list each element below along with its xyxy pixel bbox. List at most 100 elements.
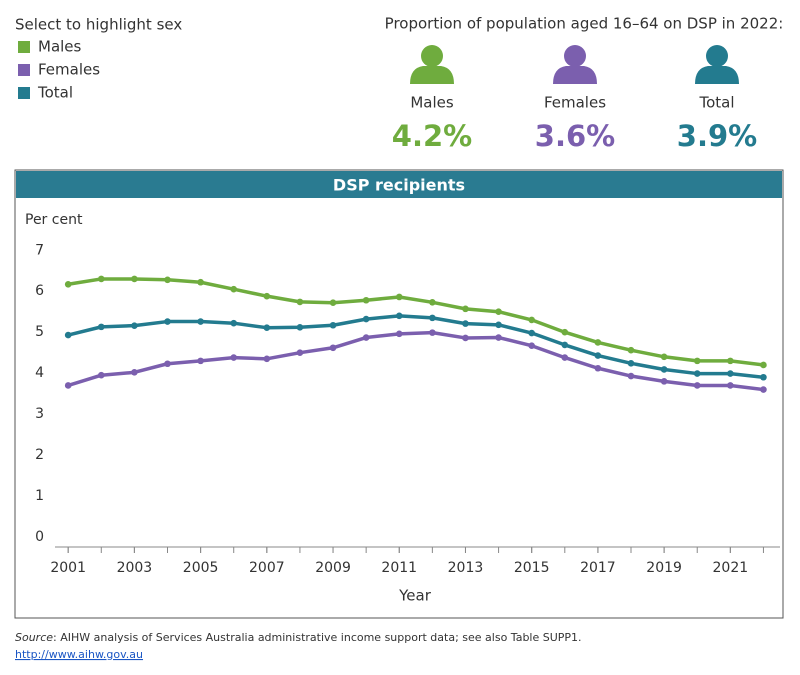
data-point: [97, 323, 105, 331]
data-point: [727, 370, 734, 377]
data-point: [230, 354, 238, 361]
data-point: [230, 285, 238, 293]
data-point: [164, 276, 171, 284]
series-line: [67, 277, 764, 367]
data-point: [197, 357, 204, 365]
x-tick-label: 2021: [713, 560, 749, 576]
person-icon-body: [695, 66, 739, 84]
data-point: [362, 296, 370, 304]
data-point: [594, 339, 602, 346]
data-point: [164, 360, 171, 368]
legend-label[interactable]: Total: [37, 84, 73, 102]
data-point: [693, 357, 701, 365]
data-point: [660, 366, 668, 373]
data-point: [627, 360, 635, 367]
series-line: [67, 314, 764, 379]
summary-title: Proportion of population aged 16–64 on D…: [385, 15, 784, 33]
y-tick-label: 0: [35, 529, 44, 545]
data-point: [462, 305, 469, 313]
chart-title: DSP recipients: [333, 176, 465, 195]
legend-swatch[interactable]: [18, 64, 30, 76]
y-tick-label: 4: [35, 365, 44, 381]
person-icon-body: [410, 66, 454, 84]
data-point: [495, 308, 502, 316]
data-point: [528, 316, 535, 324]
y-tick-label: 5: [35, 324, 44, 340]
kpi-value: 3.9%: [677, 119, 757, 153]
legend-item[interactable]: Males: [18, 38, 82, 56]
data-point: [594, 364, 602, 372]
data-point: [263, 355, 271, 363]
data-point: [296, 298, 304, 306]
person-icon-body: [553, 66, 597, 84]
data-point: [329, 321, 337, 329]
person-icon-head: [706, 45, 728, 67]
data-point: [296, 349, 304, 356]
data-point: [263, 292, 271, 300]
data-point: [429, 314, 436, 322]
legend-item[interactable]: Females: [18, 61, 100, 79]
kpi-value: 3.6%: [535, 119, 615, 153]
x-tick-label: 2007: [249, 560, 285, 576]
data-point: [395, 330, 403, 338]
data-point: [561, 354, 569, 361]
x-tick-label: 2001: [50, 560, 86, 576]
panel-title: Select to highlight sex: [15, 16, 182, 34]
data-point: [495, 334, 502, 341]
data-point: [429, 299, 436, 306]
data-point: [660, 378, 668, 385]
legend-swatch[interactable]: [18, 41, 30, 53]
data-point: [329, 299, 337, 307]
data-point: [329, 344, 337, 352]
x-tick-label: 2003: [117, 560, 153, 576]
data-point: [528, 329, 535, 337]
legend-item[interactable]: Total: [18, 84, 73, 102]
x-tick-label: 2017: [580, 560, 616, 576]
data-point: [395, 293, 403, 301]
data-point: [693, 370, 701, 377]
x-tick-label: 2011: [381, 560, 417, 576]
legend-swatch[interactable]: [18, 87, 30, 99]
data-point: [197, 278, 204, 286]
legend-label[interactable]: Females: [38, 61, 100, 79]
chart-header: [16, 171, 782, 198]
data-point: [97, 275, 105, 283]
data-point: [727, 357, 734, 365]
data-point: [495, 321, 502, 329]
person-icon-head: [421, 45, 443, 67]
source-link[interactable]: http://www.aihw.gov.au: [15, 648, 143, 661]
data-point: [164, 318, 171, 325]
data-point: [362, 334, 370, 341]
data-point: [760, 373, 767, 381]
data-point: [64, 382, 72, 389]
source-label: Source: [15, 631, 53, 644]
data-point: [528, 342, 535, 350]
x-tick-label: 2005: [183, 560, 219, 576]
data-point: [760, 386, 767, 393]
legend-label[interactable]: Males: [38, 38, 82, 56]
data-point: [627, 346, 635, 354]
source-url[interactable]: http://www.aihw.gov.au: [15, 648, 143, 661]
data-point: [395, 312, 403, 320]
data-point: [760, 361, 767, 369]
y-tick-label: 6: [35, 283, 44, 299]
x-tick-label: 2019: [646, 560, 682, 576]
data-point: [429, 329, 436, 336]
y-tick-label: 7: [35, 242, 44, 258]
data-point: [594, 352, 602, 359]
y-tick-label: 3: [35, 406, 44, 422]
data-point: [727, 382, 734, 389]
data-point: [263, 324, 271, 332]
series-line: [67, 330, 764, 392]
data-point: [131, 322, 138, 329]
data-point: [197, 318, 204, 325]
data-point: [660, 353, 668, 361]
x-tick-label: 2009: [315, 560, 351, 576]
y-tick-label: 1: [35, 488, 44, 504]
x-tick-label: 2013: [448, 560, 484, 576]
y-axis-label: Per cent: [25, 212, 83, 228]
data-point: [693, 382, 701, 389]
data-point: [131, 369, 138, 376]
data-point: [561, 341, 569, 349]
